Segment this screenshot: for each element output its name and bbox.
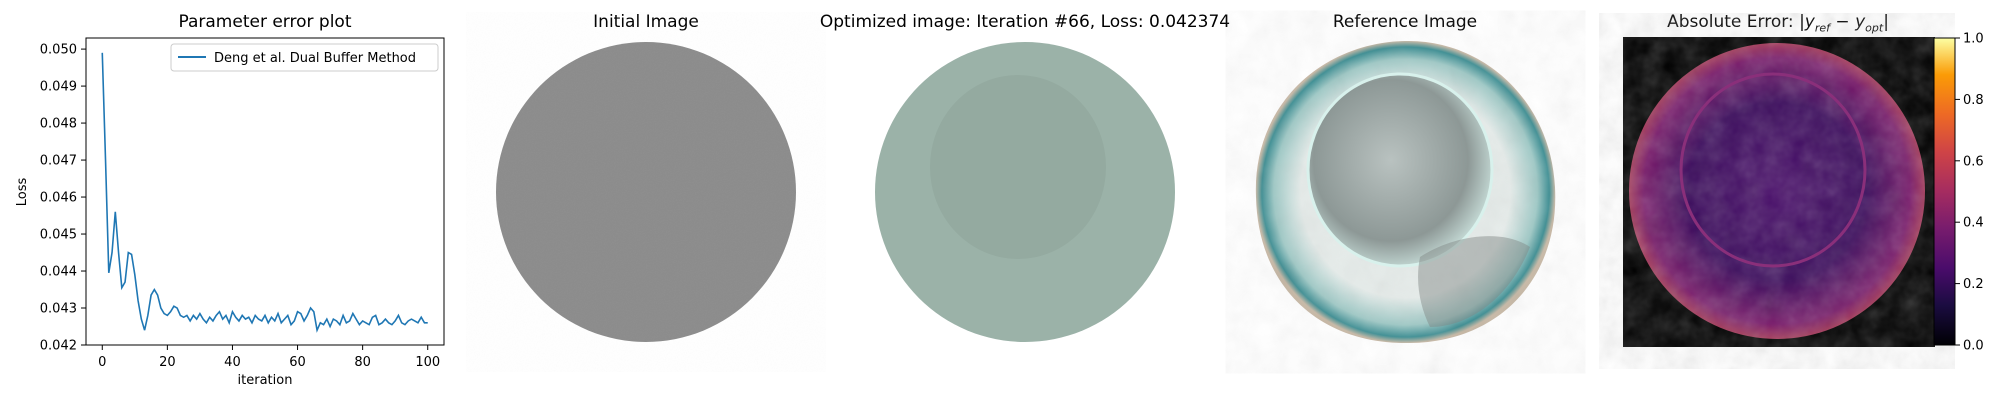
x-axis-ticks: 0 20 40 60 80 100 xyxy=(98,345,440,370)
error-title-sub-opt: opt xyxy=(1865,21,1884,35)
colorbar-gradient xyxy=(1933,37,1956,346)
colorbar-tick-label: 0.8 xyxy=(1963,93,1984,108)
y-tick-label: 0.042 xyxy=(40,339,77,354)
y-axis-label: Loss xyxy=(15,178,30,207)
optimized-image-title: Optimized image: Iteration #66, Loss: 0.… xyxy=(819,12,1231,32)
x-tick-label: 100 xyxy=(415,355,440,370)
reference-image-title: Reference Image xyxy=(1332,12,1478,32)
optimized-inner-disc xyxy=(930,75,1106,259)
loss-series-line xyxy=(101,52,428,333)
plot-area-frame xyxy=(85,37,445,346)
legend-box xyxy=(170,43,439,72)
reference-shadow xyxy=(1418,236,1530,327)
loss-chart: 0 20 40 60 80 100 0.0420.0430.0440.0450.0460.… xyxy=(15,37,445,388)
y-tick-label: 0.046 xyxy=(40,191,77,206)
initial-disc-grain xyxy=(496,42,796,342)
optimized-image xyxy=(875,42,1175,342)
error-title-minus: − y xyxy=(1830,12,1866,32)
error-disc-texture xyxy=(1629,43,1925,339)
loss-plot-title: Parameter error plot xyxy=(178,12,352,32)
y-tick-label: 0.049 xyxy=(40,80,77,95)
y-tick-label: 0.047 xyxy=(40,154,77,169)
x-tick-label: 80 xyxy=(354,355,371,370)
colorbar-tick-label: 0.2 xyxy=(1963,277,1984,292)
colorbar: 0.0 0.2 0.4 0.6 0.8 1.0 xyxy=(1933,32,1984,354)
error-title-sub-ref: ref xyxy=(1814,21,1831,35)
colorbar-tick-label: 0.4 xyxy=(1963,216,1984,231)
colorbar-tick-label: 1.0 xyxy=(1963,32,1984,47)
x-tick-label: 60 xyxy=(289,355,306,370)
x-tick-label: 20 xyxy=(159,355,176,370)
x-axis-label: iteration xyxy=(238,373,293,388)
reference-image xyxy=(1255,40,1556,344)
x-tick-label: 0 xyxy=(98,355,106,370)
y-tick-label: 0.050 xyxy=(40,43,77,58)
y-tick-label: 0.048 xyxy=(40,117,77,132)
x-tick-label: 40 xyxy=(224,355,241,370)
colorbar-tick-label: 0.6 xyxy=(1963,154,1984,169)
y-tick-label: 0.043 xyxy=(40,302,77,317)
error-title-math: |y xyxy=(1799,12,1815,32)
legend-entry: Deng et al. Dual Buffer Method xyxy=(214,51,416,66)
initial-image-title: Initial Image xyxy=(593,12,699,32)
y-axis-ticks: 0.042 0.043 0.044 0.045 0.046 0.047 0.048 0.049… xyxy=(40,43,86,354)
y-tick-label: 0.044 xyxy=(40,265,77,280)
legend: Deng et al. Dual Buffer Method xyxy=(170,43,439,72)
colorbar-tick-label: 0.0 xyxy=(1963,339,1984,354)
initial-image xyxy=(496,42,796,342)
y-tick-label: 0.045 xyxy=(40,228,77,243)
error-image xyxy=(1623,37,1935,347)
error-title-end: | xyxy=(1883,12,1889,32)
reference-dish-center xyxy=(1306,72,1494,268)
error-title-prefix: Absolute Error: xyxy=(1667,12,1800,32)
error-image-title: Absolute Error: |yref − yopt| xyxy=(1667,12,1889,34)
colorbar-ticks: 0.0 0.2 0.4 0.6 0.8 1.0 xyxy=(1955,32,1984,354)
error-inner-ring xyxy=(1679,72,1867,268)
